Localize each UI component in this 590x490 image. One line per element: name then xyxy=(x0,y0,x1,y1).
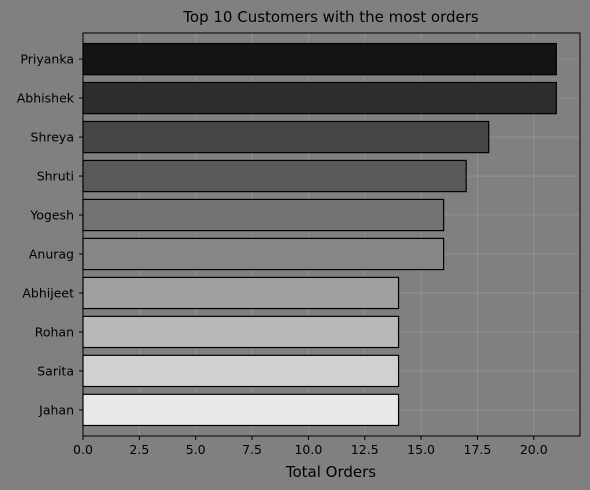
bar-rohan xyxy=(82,315,400,349)
x-tick-label: 0.0 xyxy=(73,442,93,457)
y-tick-label: Sarita xyxy=(37,363,74,378)
x-tick-label: 7.5 xyxy=(242,442,262,457)
x-tick-label: 10.0 xyxy=(294,442,322,457)
x-tick-label: 5.0 xyxy=(186,442,206,457)
y-tick-label: Rohan xyxy=(35,324,74,339)
bar-abhishek xyxy=(82,81,557,115)
bar-shruti xyxy=(82,159,467,193)
bar-jahan xyxy=(82,393,400,427)
x-axis-label: Total Orders xyxy=(285,463,376,481)
x-tick-label: 15.0 xyxy=(407,442,435,457)
plot-frame xyxy=(82,32,581,437)
y-tick-label: Abhijeet xyxy=(22,285,74,300)
x-tick-label: 2.5 xyxy=(129,442,149,457)
bar-abhijeet xyxy=(82,276,400,310)
x-axis-ticks: 0.0 2.5 5.0 7.5 10.0 12.5 15.0 17.5 20.0 xyxy=(73,436,548,457)
y-tick-label: Jahan xyxy=(38,402,74,417)
chart-title: Top 10 Customers with the most orders xyxy=(182,8,479,26)
y-tick-label: Shreya xyxy=(31,130,74,145)
x-tick-label: 12.5 xyxy=(351,442,379,457)
bar-sarita xyxy=(82,354,400,388)
bar-yogesh xyxy=(82,198,445,232)
y-tick-label: Abhishek xyxy=(17,91,75,106)
y-tick-label: Priyanka xyxy=(20,52,74,67)
y-axis-ticks: Priyanka Abhishek Shreya Shruti Yogesh Anurag… xyxy=(17,52,83,417)
y-tick-label: Yogesh xyxy=(29,208,74,223)
y-tick-label: Shruti xyxy=(37,169,74,184)
bar-shreya xyxy=(82,120,490,154)
bars-layer xyxy=(82,42,557,427)
bar-priyanka xyxy=(82,42,557,76)
x-tick-label: 17.5 xyxy=(464,442,492,457)
y-tick-label: Anurag xyxy=(29,246,74,261)
bar-anurag xyxy=(82,237,445,271)
x-tick-label: 20.0 xyxy=(520,442,548,457)
